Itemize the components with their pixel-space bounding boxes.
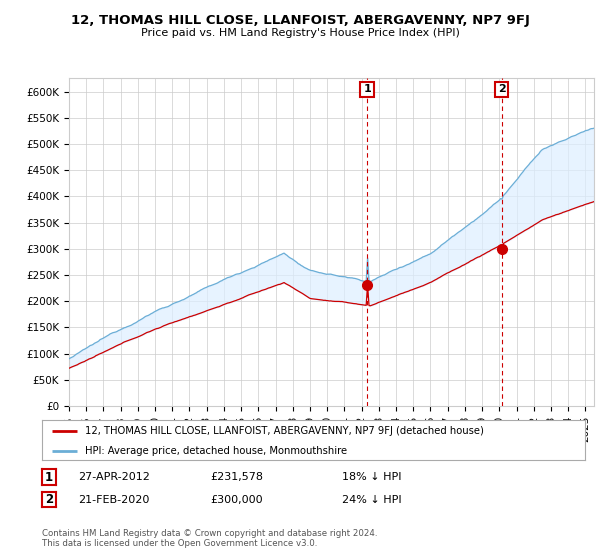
Text: 24% ↓ HPI: 24% ↓ HPI [342,494,401,505]
Text: 12, THOMAS HILL CLOSE, LLANFOIST, ABERGAVENNY, NP7 9FJ (detached house): 12, THOMAS HILL CLOSE, LLANFOIST, ABERGA… [85,426,484,436]
Text: 18% ↓ HPI: 18% ↓ HPI [342,472,401,482]
Text: This data is licensed under the Open Government Licence v3.0.: This data is licensed under the Open Gov… [42,539,317,548]
Text: 21-FEB-2020: 21-FEB-2020 [78,494,149,505]
Text: HPI: Average price, detached house, Monmouthshire: HPI: Average price, detached house, Monm… [85,446,347,456]
Text: 2: 2 [497,85,505,95]
Text: 1: 1 [363,85,371,95]
Text: £300,000: £300,000 [210,494,263,505]
Text: 1: 1 [45,470,53,484]
Text: Price paid vs. HM Land Registry's House Price Index (HPI): Price paid vs. HM Land Registry's House … [140,28,460,38]
Text: 12, THOMAS HILL CLOSE, LLANFOIST, ABERGAVENNY, NP7 9FJ: 12, THOMAS HILL CLOSE, LLANFOIST, ABERGA… [71,14,529,27]
Text: Contains HM Land Registry data © Crown copyright and database right 2024.: Contains HM Land Registry data © Crown c… [42,529,377,538]
Text: 2: 2 [45,493,53,506]
Text: £231,578: £231,578 [210,472,263,482]
Text: 27-APR-2012: 27-APR-2012 [78,472,150,482]
